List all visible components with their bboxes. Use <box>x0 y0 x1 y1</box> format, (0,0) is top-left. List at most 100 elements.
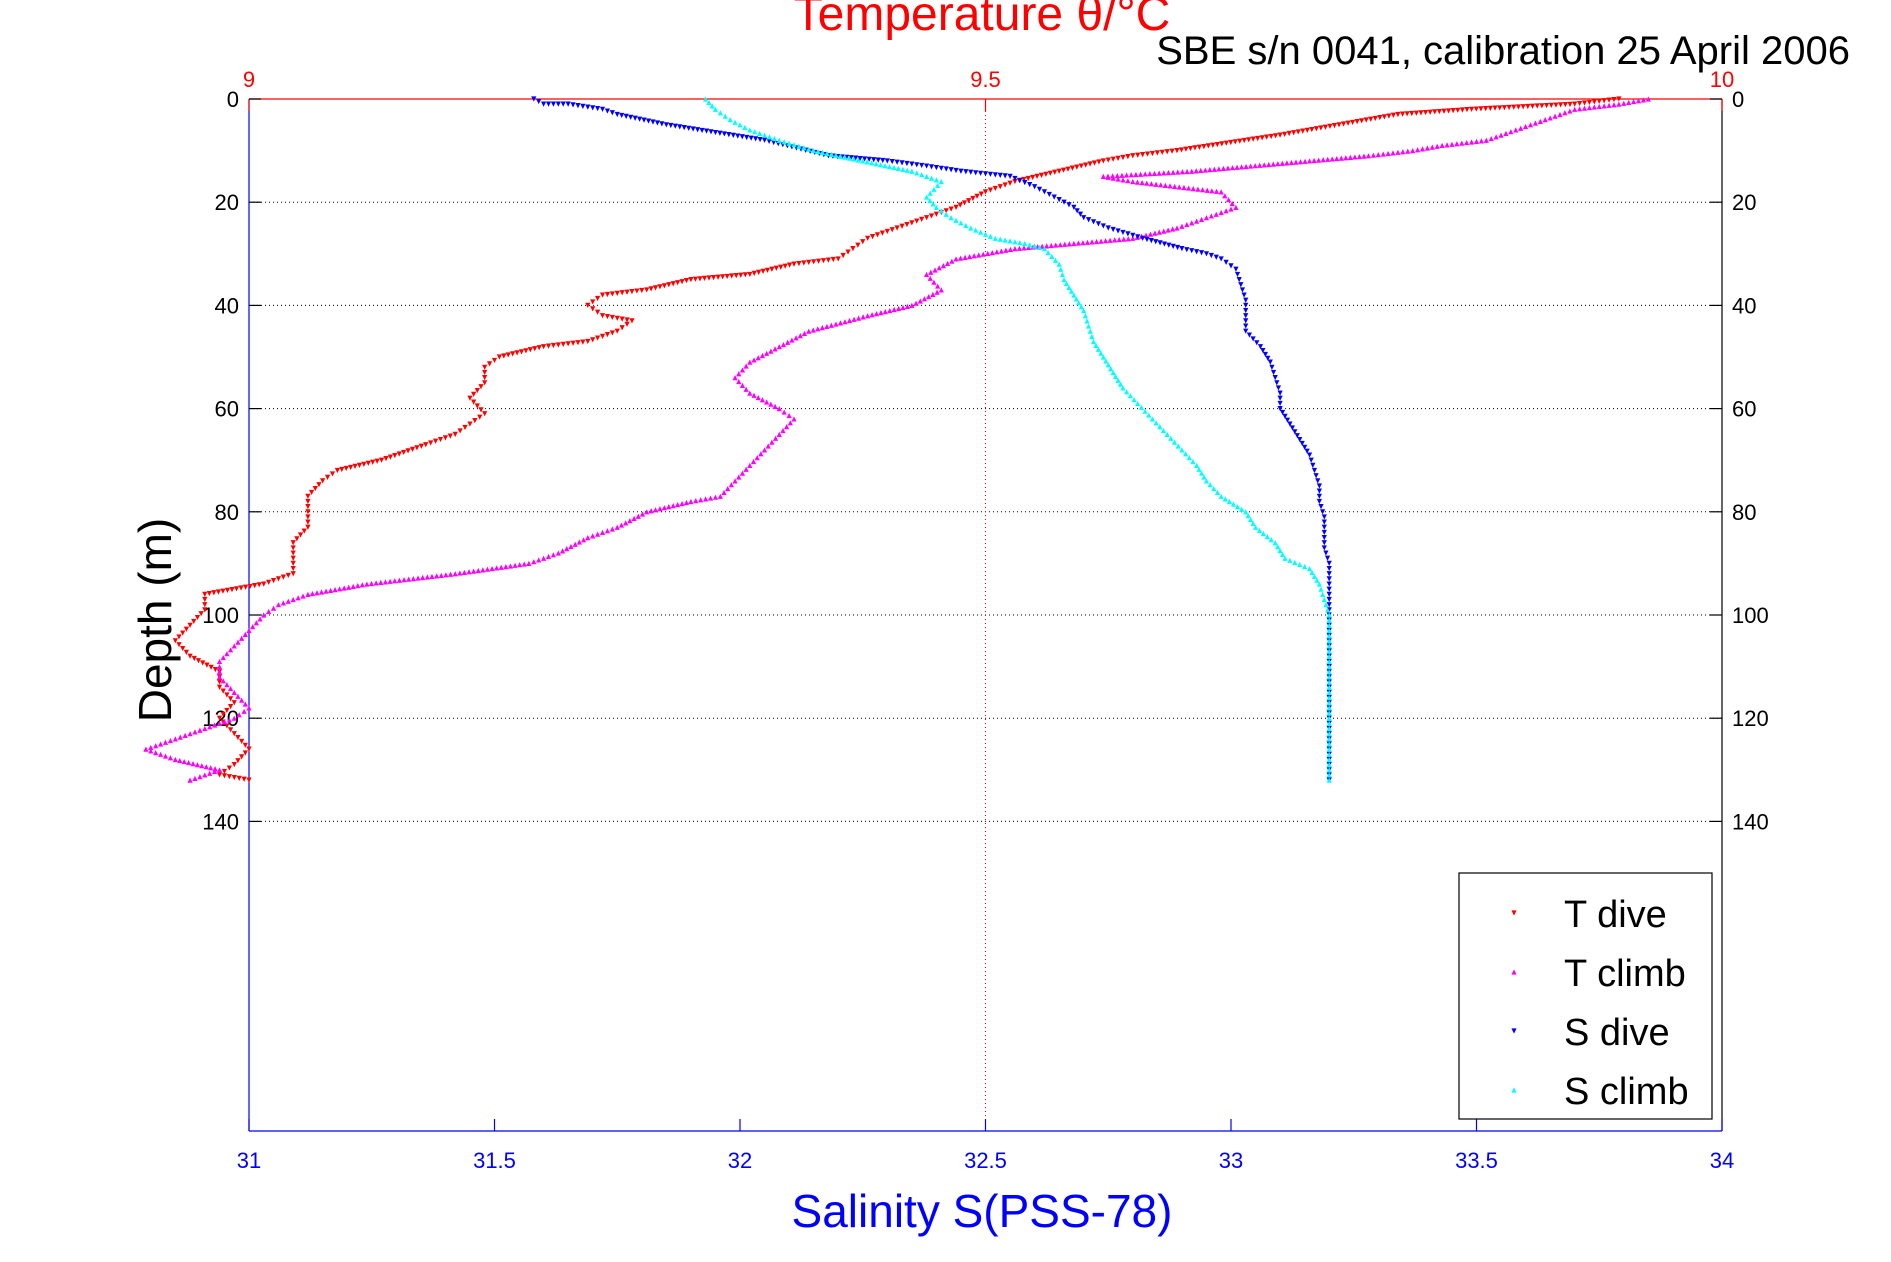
data-point <box>791 416 797 422</box>
data-point <box>235 758 241 764</box>
legend-marker <box>1511 910 1517 916</box>
data-point <box>401 577 407 583</box>
data-point <box>919 162 925 169</box>
data-point <box>894 159 900 165</box>
data-point <box>862 156 868 162</box>
data-point <box>474 403 480 409</box>
data-point <box>1326 679 1332 685</box>
data-point <box>1121 236 1127 242</box>
data-point <box>227 703 234 710</box>
data-point <box>675 501 681 508</box>
data-point <box>921 296 928 302</box>
data-point <box>670 503 676 509</box>
data-point <box>1414 147 1421 153</box>
data-point <box>350 583 356 590</box>
data-point <box>1110 226 1116 233</box>
data-point <box>1318 125 1324 131</box>
series-t-dive <box>172 96 1622 783</box>
data-point <box>305 524 311 530</box>
data-point <box>1468 139 1475 145</box>
data-point <box>1473 106 1479 112</box>
data-point <box>1228 139 1234 146</box>
data-point <box>1105 157 1111 163</box>
data-point <box>1098 238 1104 244</box>
data-point <box>755 355 761 361</box>
y-tick-label-right: 20 <box>1732 190 1756 215</box>
data-point <box>737 122 743 128</box>
data-point <box>761 132 768 138</box>
data-point <box>212 722 218 728</box>
data-point <box>1233 266 1239 272</box>
data-point <box>1184 168 1190 175</box>
data-point <box>1194 218 1200 224</box>
data-point <box>1198 470 1205 476</box>
data-point <box>461 569 468 576</box>
data-point <box>1269 364 1275 370</box>
data-point <box>496 354 503 360</box>
data-point <box>1125 236 1131 242</box>
legend-label: T climb <box>1564 953 1686 995</box>
data-point <box>1254 340 1260 346</box>
data-point <box>1279 409 1286 416</box>
data-point <box>1158 182 1164 188</box>
data-point <box>840 252 846 259</box>
data-point <box>517 562 523 568</box>
data-point <box>623 113 629 119</box>
data-point <box>1631 98 1637 105</box>
data-point <box>1318 504 1324 510</box>
data-point <box>224 692 230 698</box>
data-point <box>187 731 193 737</box>
data-point <box>1552 113 1558 119</box>
data-point <box>824 323 830 330</box>
data-point <box>1441 108 1447 114</box>
data-point <box>688 277 694 283</box>
data-point <box>1157 240 1163 246</box>
data-point <box>1487 105 1493 111</box>
data-point <box>1182 451 1189 457</box>
data-point <box>1201 474 1207 480</box>
data-point <box>1002 173 1008 179</box>
data-point <box>212 768 218 775</box>
data-point <box>1157 424 1163 430</box>
data-point <box>623 520 629 526</box>
data-point <box>949 258 955 264</box>
data-point <box>1186 185 1192 191</box>
data-point <box>1229 165 1236 171</box>
data-point <box>1181 184 1187 191</box>
data-point <box>677 124 683 130</box>
data-point <box>1243 318 1249 324</box>
data-point <box>368 580 375 587</box>
data-point <box>224 651 230 657</box>
data-point <box>1148 238 1154 244</box>
data-point <box>231 731 237 737</box>
data-point <box>666 504 672 510</box>
data-point <box>204 662 210 668</box>
data-point <box>860 239 866 245</box>
data-point <box>618 522 625 528</box>
data-point <box>694 127 701 133</box>
data-point <box>1390 150 1396 156</box>
data-point <box>158 741 164 747</box>
data-point <box>1214 489 1221 496</box>
data-point <box>275 576 282 582</box>
data-point <box>527 347 533 353</box>
data-point <box>148 748 154 754</box>
data-point <box>828 151 835 157</box>
data-point <box>1424 145 1430 151</box>
data-point <box>1152 230 1158 236</box>
data-point <box>305 493 311 499</box>
data-point <box>1320 509 1326 515</box>
data-point <box>728 482 735 488</box>
data-point <box>837 320 844 326</box>
data-point <box>1621 100 1627 106</box>
data-point <box>1153 420 1159 426</box>
data-point <box>414 445 420 451</box>
data-point <box>1207 167 1213 173</box>
y-tick-label: 0 <box>227 87 239 112</box>
data-point <box>732 478 738 484</box>
data-point <box>1130 178 1136 185</box>
data-point <box>1119 172 1125 178</box>
data-point <box>1082 313 1088 319</box>
data-point <box>730 132 736 138</box>
